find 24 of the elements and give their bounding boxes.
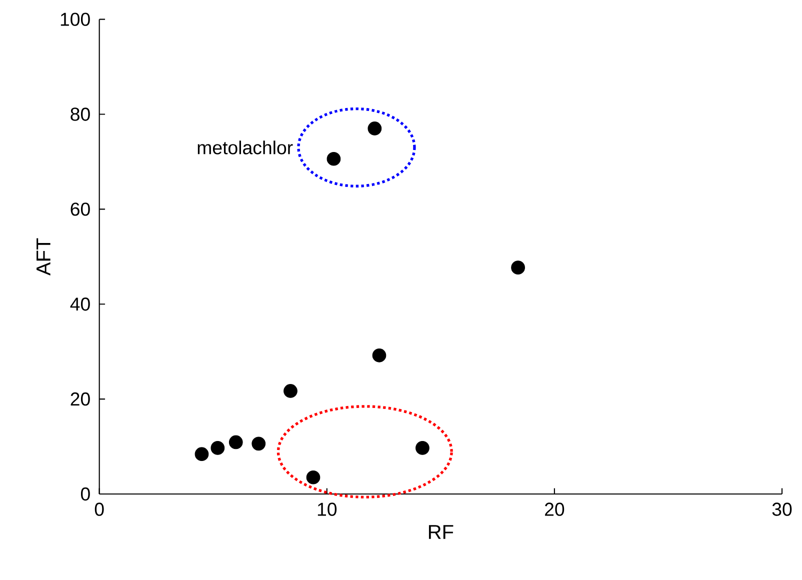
- point: [416, 441, 430, 455]
- y-tick-label: 0: [80, 487, 90, 501]
- point: [306, 470, 320, 484]
- point: [210, 441, 225, 455]
- point: [228, 435, 243, 450]
- point: [368, 122, 382, 136]
- x-axis-title: RF: [428, 525, 454, 539]
- point: [372, 348, 386, 362]
- x-tick-label: 0: [94, 502, 104, 516]
- point: [326, 152, 341, 166]
- annotation: metolachlor: [198, 140, 293, 154]
- point: [194, 447, 209, 462]
- x-tick-label: 20: [545, 502, 564, 516]
- point: [284, 384, 298, 398]
- y-tick-label: 40: [70, 297, 90, 311]
- y-tick-label: 20: [70, 392, 90, 406]
- y-tick-label: 60: [70, 202, 90, 216]
- y-axis-title: AFT: [36, 238, 50, 276]
- x-tick-label: 30: [772, 502, 792, 516]
- y-tick-label: 80: [70, 108, 90, 121]
- y-tick-label: 100: [60, 12, 90, 26]
- point: [252, 436, 266, 451]
- point: [511, 260, 525, 275]
- x-tick-label: 10: [318, 502, 337, 516]
